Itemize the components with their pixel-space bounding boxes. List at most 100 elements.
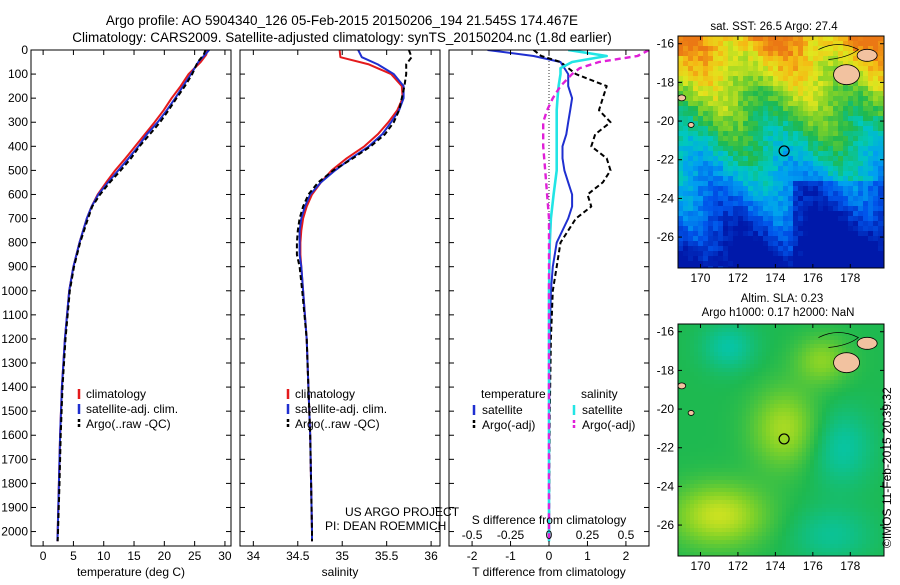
y-tick-label: 2000 bbox=[1, 525, 28, 539]
y-tick-label: 1500 bbox=[1, 404, 28, 418]
x2-tick-label: 0 bbox=[546, 528, 553, 542]
sla-map-subtitle: Argo h1000: 0.17 h2000: NaN bbox=[702, 307, 855, 319]
y-tick-label: 1700 bbox=[1, 452, 28, 466]
x-tick-label: 0 bbox=[40, 549, 47, 563]
legend-entry: satellite bbox=[582, 403, 623, 417]
series-line-argo-raw-qc- bbox=[297, 50, 412, 541]
x-tick-label: 25 bbox=[188, 549, 202, 563]
project-line-2: PI: DEAN ROEMMICH bbox=[325, 519, 446, 533]
lon-tick-label: 172 bbox=[728, 559, 748, 573]
y-tick-label: 400 bbox=[8, 139, 28, 153]
lon-tick-label: 174 bbox=[765, 271, 785, 285]
lon-tick-label: 174 bbox=[765, 559, 785, 573]
x-tick-label: -2 bbox=[467, 549, 478, 563]
x2-tick-label: -0.25 bbox=[497, 528, 525, 542]
header-line-2: Climatology: CARS2009. Satellite-adjuste… bbox=[72, 30, 612, 45]
island-shape bbox=[688, 410, 694, 415]
lat-tick-label: -22 bbox=[657, 441, 675, 455]
y-tick-label: 0 bbox=[21, 43, 28, 57]
x-tick-label: 10 bbox=[97, 549, 111, 563]
island-shape bbox=[857, 49, 877, 61]
series-line-satellite-adj-clim- bbox=[57, 50, 209, 541]
x-axis-label: temperature (deg C) bbox=[77, 565, 185, 579]
x-tick-label: 15 bbox=[127, 549, 141, 563]
profile-panel-1: 0100200300400500600700800900100011001200… bbox=[1, 43, 232, 579]
x2-tick-label: 0.5 bbox=[618, 528, 635, 542]
legend-entry: satellite-adj. clim. bbox=[295, 402, 387, 416]
series-line-temperature-satellite bbox=[488, 50, 573, 541]
x-tick-label: 1 bbox=[584, 549, 591, 563]
lon-tick-label: 176 bbox=[803, 559, 823, 573]
lon-tick-label: 170 bbox=[690, 559, 710, 573]
lon-tick-label: 170 bbox=[690, 271, 710, 285]
x-tick-label: 2 bbox=[623, 549, 630, 563]
legend-entry: Argo(-adj) bbox=[482, 418, 535, 432]
legend-entry: satellite-adj. clim. bbox=[86, 402, 178, 416]
timestamp-side-label: ©IMOS 11-Feb-2015 20:39:32 bbox=[880, 387, 894, 548]
sst-map-title: sat. SST: 26.5 Argo: 27.4 bbox=[710, 21, 838, 33]
x-tick-label: 0 bbox=[546, 549, 553, 563]
legend-entry: Argo(..raw -QC) bbox=[86, 417, 171, 431]
y-tick-label: 1900 bbox=[1, 500, 28, 514]
x-tick-label: 34 bbox=[247, 549, 261, 563]
series-line-argo-raw-qc- bbox=[58, 50, 206, 541]
lat-tick-label: -26 bbox=[657, 518, 675, 532]
lon-tick-label: 172 bbox=[728, 271, 748, 285]
series-line-salinity-satellite bbox=[549, 50, 607, 541]
x-tick-label: 35 bbox=[336, 549, 350, 563]
lat-tick-label: -20 bbox=[657, 402, 675, 416]
project-line-1: US ARGO PROJECT bbox=[345, 505, 460, 519]
lon-tick-label: 176 bbox=[803, 271, 823, 285]
island-shape bbox=[834, 353, 860, 373]
y-tick-label: 600 bbox=[8, 187, 28, 201]
island-shape bbox=[678, 383, 686, 389]
y-tick-label: 300 bbox=[8, 115, 28, 129]
x-axis-label: salinity bbox=[322, 565, 359, 579]
x-tick-label: 30 bbox=[218, 549, 232, 563]
lat-tick-label: -20 bbox=[657, 114, 675, 128]
lon-tick-label: 178 bbox=[840, 559, 860, 573]
x2-tick-label: -0.5 bbox=[462, 528, 483, 542]
x2-axis-label: S difference from climatology bbox=[472, 513, 627, 527]
x-tick-label: -1 bbox=[505, 549, 516, 563]
island-shape bbox=[678, 95, 686, 101]
lat-tick-label: -16 bbox=[657, 325, 675, 339]
panel-frame bbox=[31, 50, 231, 546]
lat-tick-label: -24 bbox=[657, 191, 675, 205]
y-tick-label: 1800 bbox=[1, 476, 28, 490]
x-tick-label: 20 bbox=[158, 549, 172, 563]
series-line-climatology bbox=[300, 50, 402, 541]
y-tick-label: 1000 bbox=[1, 284, 28, 298]
y-tick-label: 100 bbox=[8, 67, 28, 81]
island-shape bbox=[688, 122, 694, 127]
legend-entry: Argo(..raw -QC) bbox=[295, 417, 380, 431]
series-group bbox=[57, 50, 209, 541]
legend-header: salinity bbox=[581, 387, 618, 401]
lat-tick-label: -24 bbox=[657, 479, 675, 493]
series-group bbox=[488, 50, 650, 541]
island-shape bbox=[857, 337, 877, 349]
lat-tick-label: -22 bbox=[657, 153, 675, 167]
sla-map-title: Altim. SLA: 0.23 bbox=[741, 293, 823, 305]
y-tick-label: 900 bbox=[8, 260, 28, 274]
island-shape bbox=[834, 65, 860, 85]
x-tick-label: 36 bbox=[424, 549, 438, 563]
x-axis-label: T difference from climatology bbox=[472, 565, 626, 579]
y-tick-label: 1300 bbox=[1, 356, 28, 370]
y-tick-label: 1200 bbox=[1, 332, 28, 346]
series-line-salinity-argo-adj- bbox=[543, 50, 649, 541]
y-tick-label: 500 bbox=[8, 163, 28, 177]
series-group bbox=[297, 50, 412, 541]
x-tick-label: 34.5 bbox=[286, 549, 310, 563]
header-line-1: Argo profile: AO 5904340_126 05-Feb-2015… bbox=[106, 13, 578, 28]
lat-tick-label: -16 bbox=[657, 37, 675, 51]
y-tick-label: 1400 bbox=[1, 380, 28, 394]
x-tick-label: 35.5 bbox=[375, 549, 399, 563]
series-line-climatology bbox=[57, 50, 207, 541]
panel-frame bbox=[240, 50, 440, 546]
